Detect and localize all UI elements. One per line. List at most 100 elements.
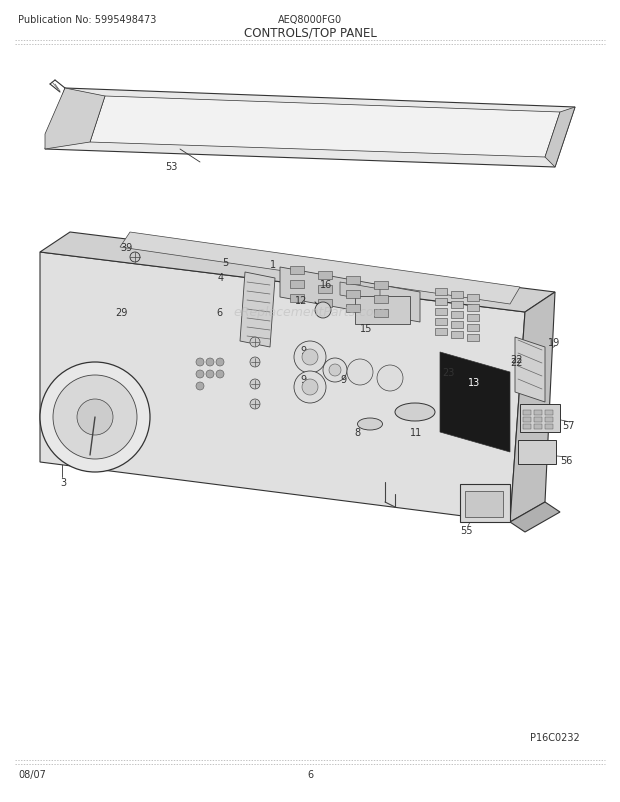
FancyBboxPatch shape [451, 331, 463, 338]
FancyBboxPatch shape [467, 325, 479, 331]
Text: 22: 22 [510, 354, 523, 365]
Circle shape [130, 253, 140, 263]
Polygon shape [545, 107, 575, 168]
FancyBboxPatch shape [318, 300, 332, 308]
Polygon shape [40, 253, 525, 522]
FancyBboxPatch shape [465, 492, 503, 517]
Text: 5: 5 [222, 257, 228, 268]
Circle shape [40, 363, 150, 472]
FancyBboxPatch shape [435, 309, 447, 316]
FancyBboxPatch shape [451, 302, 463, 309]
Circle shape [329, 365, 341, 376]
FancyBboxPatch shape [435, 289, 447, 296]
Polygon shape [322, 351, 334, 359]
Text: 6: 6 [216, 308, 222, 318]
FancyBboxPatch shape [318, 286, 332, 294]
Ellipse shape [358, 419, 383, 431]
Circle shape [347, 359, 373, 386]
FancyBboxPatch shape [318, 272, 332, 280]
FancyBboxPatch shape [290, 267, 304, 274]
Polygon shape [515, 338, 545, 403]
Circle shape [206, 358, 214, 367]
FancyBboxPatch shape [545, 418, 553, 423]
Text: Publication No: 5995498473: Publication No: 5995498473 [18, 15, 156, 25]
Text: 15: 15 [360, 323, 373, 334]
Text: 29: 29 [115, 308, 127, 318]
Text: 9: 9 [300, 375, 306, 384]
FancyBboxPatch shape [374, 310, 388, 318]
Text: 53: 53 [165, 162, 177, 172]
Text: 8: 8 [354, 427, 360, 437]
FancyBboxPatch shape [523, 411, 531, 415]
FancyBboxPatch shape [355, 297, 410, 325]
Text: 16: 16 [320, 280, 332, 290]
Polygon shape [90, 97, 560, 158]
Circle shape [196, 358, 204, 367]
FancyBboxPatch shape [346, 277, 360, 285]
FancyBboxPatch shape [451, 322, 463, 329]
FancyBboxPatch shape [346, 290, 360, 298]
Text: 56: 56 [560, 456, 572, 465]
FancyBboxPatch shape [435, 329, 447, 335]
Circle shape [315, 302, 331, 318]
Polygon shape [45, 89, 575, 168]
Circle shape [294, 371, 326, 403]
Text: P16C0232: P16C0232 [530, 732, 580, 742]
Text: 9: 9 [300, 346, 306, 355]
FancyBboxPatch shape [435, 298, 447, 306]
Polygon shape [45, 89, 105, 150]
Text: 39: 39 [120, 243, 132, 253]
Text: 23: 23 [442, 367, 454, 378]
FancyBboxPatch shape [290, 281, 304, 289]
FancyBboxPatch shape [467, 314, 479, 322]
Circle shape [77, 399, 113, 435]
Text: 57: 57 [562, 420, 575, 431]
Polygon shape [40, 233, 555, 313]
Polygon shape [120, 233, 520, 305]
FancyBboxPatch shape [374, 282, 388, 290]
Text: 22: 22 [510, 358, 523, 367]
Circle shape [250, 358, 260, 367]
Circle shape [196, 383, 204, 391]
Polygon shape [440, 353, 510, 452]
Circle shape [250, 379, 260, 390]
Text: 11: 11 [410, 427, 422, 437]
Polygon shape [340, 282, 380, 302]
Circle shape [250, 399, 260, 410]
Circle shape [294, 342, 326, 374]
Text: CONTROLS/TOP PANEL: CONTROLS/TOP PANEL [244, 26, 376, 39]
Circle shape [206, 371, 214, 379]
FancyBboxPatch shape [545, 424, 553, 429]
FancyBboxPatch shape [451, 312, 463, 318]
FancyBboxPatch shape [520, 404, 560, 432]
FancyBboxPatch shape [374, 296, 388, 304]
Circle shape [250, 338, 260, 347]
Circle shape [377, 366, 403, 391]
Text: 19: 19 [548, 338, 560, 347]
Circle shape [196, 371, 204, 379]
Circle shape [216, 371, 224, 379]
FancyBboxPatch shape [523, 424, 531, 429]
Polygon shape [510, 502, 560, 533]
FancyBboxPatch shape [534, 418, 542, 423]
Text: 1: 1 [270, 260, 276, 269]
Polygon shape [280, 268, 420, 322]
FancyBboxPatch shape [467, 334, 479, 342]
FancyBboxPatch shape [518, 440, 556, 464]
Polygon shape [232, 323, 244, 331]
FancyBboxPatch shape [545, 411, 553, 415]
FancyBboxPatch shape [467, 305, 479, 312]
Polygon shape [415, 378, 430, 403]
Circle shape [216, 358, 224, 367]
FancyBboxPatch shape [534, 424, 542, 429]
Text: 08/07: 08/07 [18, 769, 46, 779]
Text: 13: 13 [468, 378, 481, 387]
Circle shape [53, 375, 137, 460]
Text: 6: 6 [307, 769, 313, 779]
Text: AEQ8000FG0: AEQ8000FG0 [278, 15, 342, 25]
Text: 9: 9 [340, 375, 346, 384]
Polygon shape [370, 363, 415, 403]
Text: 4: 4 [218, 273, 224, 282]
Polygon shape [510, 293, 555, 522]
FancyBboxPatch shape [290, 294, 304, 302]
